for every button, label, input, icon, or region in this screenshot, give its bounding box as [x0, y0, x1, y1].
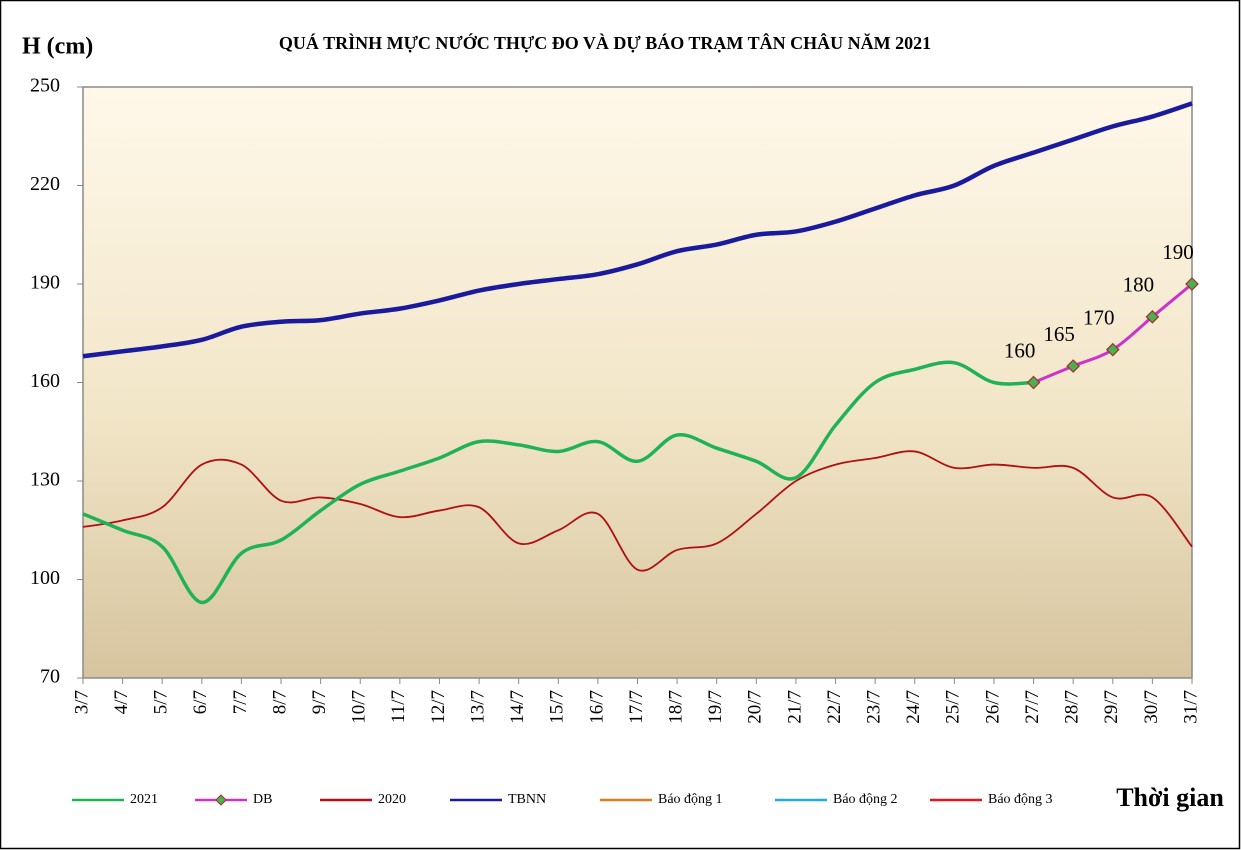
x-tick-label: 23/7 [864, 690, 885, 724]
y-tick-label: 160 [30, 370, 60, 392]
x-tick-label: 24/7 [903, 690, 924, 724]
x-tick-label: 11/7 [388, 690, 409, 723]
legend-label: DB [253, 792, 272, 807]
x-tick-label: 22/7 [824, 690, 845, 724]
x-tick-label: 4/7 [111, 690, 132, 714]
data-point [1105, 342, 1120, 357]
legend-label: 2021 [130, 792, 158, 807]
y-tick-label: 100 [30, 567, 60, 589]
y-tick-label: 220 [30, 173, 60, 195]
data-label: 165 [1043, 322, 1075, 346]
x-tick-label: 19/7 [705, 690, 726, 724]
x-tick-label: 20/7 [745, 690, 766, 724]
x-axis-label: Thời gian [1116, 783, 1224, 812]
series-line [82, 101, 1193, 359]
y-tick-label: 250 [30, 75, 60, 97]
x-tick-label: 7/7 [230, 690, 251, 714]
data-point [1066, 359, 1081, 373]
data-label: 160 [1004, 338, 1036, 362]
x-tick-label: 28/7 [1062, 690, 1083, 724]
x-tick-label: 30/7 [1141, 690, 1162, 724]
x-tick-label: 6/7 [190, 690, 211, 714]
legend-label: 2020 [378, 792, 406, 807]
y-tick-label: 130 [30, 469, 60, 491]
x-tick-label: 8/7 [269, 690, 290, 714]
data-label: 170 [1083, 305, 1115, 329]
data-point [1026, 375, 1041, 390]
y-axis-label: H (cm) [22, 34, 93, 60]
x-tick-label: 13/7 [467, 690, 488, 724]
legend-label: Báo động 2 [833, 792, 898, 807]
data-point [1145, 309, 1160, 324]
x-tick-label: 15/7 [547, 690, 568, 724]
x-tick-label: 27/7 [1022, 690, 1043, 724]
data-label: 180 [1123, 273, 1155, 297]
x-tick-label: 14/7 [507, 690, 528, 724]
legend-label: Báo động 3 [988, 792, 1053, 807]
x-tick-label: 3/7 [71, 690, 92, 714]
legend-label: TBNN [508, 792, 546, 807]
data-point [1185, 277, 1199, 291]
series-line [82, 450, 1193, 572]
x-tick-label: 16/7 [586, 690, 607, 724]
x-tick-label: 17/7 [626, 690, 647, 724]
x-tick-label: 25/7 [943, 690, 964, 724]
data-label: 190 [1162, 240, 1194, 264]
y-tick-label: 70 [40, 666, 60, 688]
x-tick-label: 9/7 [309, 690, 330, 714]
x-tick-label: 29/7 [1101, 690, 1122, 724]
x-tick-label: 10/7 [349, 690, 370, 724]
x-tick-label: 21/7 [784, 690, 805, 724]
x-tick-label: 31/7 [1180, 690, 1201, 724]
chart-title: QUÁ TRÌNH MỰC NƯỚC THỰC ĐO VÀ DỰ BÁO TRẠ… [279, 32, 931, 53]
x-tick-label: 12/7 [428, 690, 449, 724]
x-tick-label: 5/7 [151, 690, 172, 714]
series-line [82, 360, 1034, 605]
legend-label: Báo động 1 [658, 792, 723, 807]
y-tick-label: 190 [30, 272, 60, 294]
x-tick-label: 26/7 [982, 690, 1003, 724]
x-tick-label: 18/7 [665, 690, 686, 724]
legend-marker [215, 794, 227, 806]
